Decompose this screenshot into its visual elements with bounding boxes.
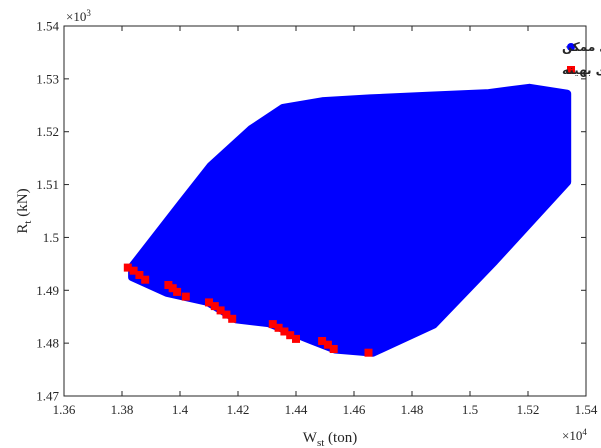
x-tick-label: 1.42 — [227, 402, 250, 417]
x-tick-label: 1.52 — [517, 402, 540, 417]
y-tick-label: 1.47 — [36, 389, 59, 404]
optimal-point — [210, 302, 219, 311]
legend: جوابهای ممکن جوابهای بهینه — [562, 40, 601, 78]
plot-frame — [63, 25, 587, 397]
optimal-point — [318, 337, 327, 345]
optimal-point — [280, 327, 289, 336]
optimal-point — [129, 266, 138, 275]
optimal-points-layer — [123, 263, 373, 357]
optimal-point — [164, 281, 173, 289]
optimal-point — [274, 323, 283, 332]
optimal-point — [205, 298, 213, 307]
legend-feasible-marker — [567, 43, 575, 51]
optimal-point — [222, 310, 231, 319]
legend-feasible-label: جوابهای ممکن — [562, 40, 601, 55]
x-tick-label: 1.5 — [462, 402, 478, 417]
y-tick-label: 1.51 — [36, 177, 59, 192]
optimal-point — [364, 348, 373, 357]
optimal-point — [292, 334, 300, 343]
optimal-point — [329, 345, 338, 353]
optimal-point — [268, 320, 277, 329]
y-tick-label: 1.49 — [36, 283, 59, 298]
optimal-point — [141, 275, 150, 284]
x-axis-multiplier: ×104 — [562, 427, 587, 443]
y-tick-label: 1.48 — [36, 336, 59, 351]
x-tick-label: 1.54 — [575, 402, 598, 417]
optimal-point — [286, 331, 295, 340]
x-tick-label: 1.38 — [111, 402, 134, 417]
y-tick-label: 1.5 — [43, 230, 59, 245]
y-tick-label: 1.52 — [36, 124, 59, 139]
x-tick-label: 1.44 — [285, 402, 308, 417]
x-tick-label: 1.4 — [172, 402, 189, 417]
optimal-point — [168, 284, 177, 293]
y-axis-multiplier: ×103 — [66, 8, 91, 24]
optimal-point — [123, 263, 132, 272]
optimal-point — [173, 287, 182, 296]
optimal-point — [135, 271, 144, 279]
optimal-point — [228, 314, 237, 323]
x-axis-ticks: 1.36 1.38 1.4 1.42 1.44 1.46 1.48 1.5 1.52 1.54 — [53, 26, 598, 417]
y-tick-label: 1.54 — [36, 19, 59, 34]
optimal-point — [323, 340, 332, 349]
y-axis-label: Rt (kN) — [15, 188, 34, 233]
x-tick-label: 1.46 — [343, 402, 366, 417]
y-tick-label: 1.53 — [36, 71, 59, 86]
x-tick-label: 1.48 — [401, 402, 424, 417]
legend-optimal-marker — [567, 66, 575, 74]
x-axis-label: Wst (ton) — [303, 430, 357, 448]
x-tick-label: 1.36 — [53, 402, 76, 417]
y-axis-ticks: 1.47 1.48 1.49 1.5 1.51 1.52 1.53 1.54 — [36, 19, 586, 404]
optimal-point — [181, 292, 190, 301]
optimal-point — [216, 306, 225, 315]
legend-optimal-label: جوابهای بهینه — [562, 63, 601, 78]
